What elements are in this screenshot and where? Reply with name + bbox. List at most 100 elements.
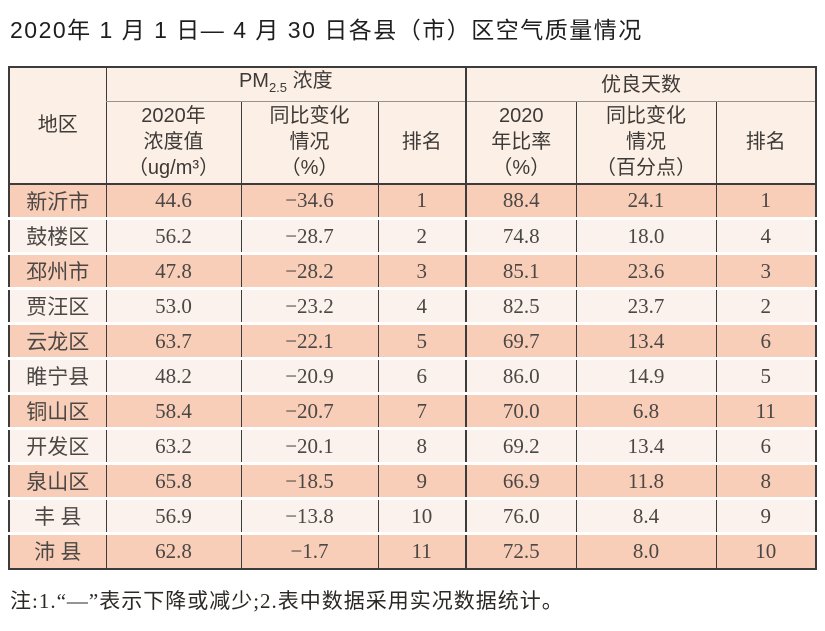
cell-pm-rank: 6	[377, 357, 467, 394]
cell-days-change: 11.8	[575, 462, 717, 499]
cell-pm-change: −18.5	[240, 462, 378, 499]
cell-days-rank: 9	[715, 497, 817, 534]
cell-days-change: 8.0	[575, 532, 717, 569]
column-header-region: 地区	[9, 67, 106, 185]
column-header-pm-change: 同比变化 情况 （%）	[240, 101, 378, 185]
cell-days-ratio: 82.5	[465, 287, 577, 324]
cell-days-rank: 3	[715, 252, 817, 289]
cell-pm-change: −20.7	[240, 392, 378, 429]
cell-region: 沛 县	[9, 532, 106, 569]
column-header-days-change: 同比变化 情况 （百分点）	[575, 101, 717, 185]
cell-days-ratio: 76.0	[465, 497, 577, 534]
cell-pm-change: −23.2	[240, 287, 378, 324]
cell-days-change: 23.7	[575, 287, 717, 324]
cell-days-change: 8.4	[575, 497, 717, 534]
cell-pm-value: 47.8	[105, 252, 241, 289]
cell-days-ratio: 69.2	[465, 427, 577, 464]
table-row: 泉山区 65.8 −18.5 9 66.9 11.8 8	[9, 462, 817, 499]
cell-pm-rank: 2	[377, 217, 467, 254]
cell-pm-value: 44.6	[105, 183, 241, 219]
cell-days-change: 14.9	[575, 357, 717, 394]
cell-pm-value: 48.2	[105, 357, 241, 394]
table-row: 开发区 63.2 −20.1 8 69.2 13.4 6	[9, 427, 817, 464]
cell-pm-change: −1.7	[240, 532, 378, 569]
cell-pm-value: 56.2	[105, 217, 241, 254]
group-header-pm25: PM2.5 浓度	[105, 67, 467, 102]
cell-days-ratio: 86.0	[465, 357, 577, 394]
cell-days-ratio: 72.5	[465, 532, 577, 569]
cell-days-ratio: 66.9	[465, 462, 577, 499]
cell-days-rank: 1	[715, 183, 817, 219]
cell-region: 丰 县	[9, 497, 106, 534]
cell-pm-value: 58.4	[105, 392, 241, 429]
table-row: 丰 县 56.9 −13.8 10 76.0 8.4 9	[9, 497, 817, 534]
cell-pm-rank: 11	[377, 532, 467, 569]
table-row: 云龙区 63.7 −22.1 5 69.7 13.4 6	[9, 322, 817, 359]
cell-days-ratio: 88.4	[465, 183, 577, 219]
cell-pm-rank: 1	[377, 183, 467, 219]
cell-pm-change: −28.7	[240, 217, 378, 254]
column-header-days-rank: 排名	[715, 101, 817, 185]
cell-pm-value: 63.7	[105, 322, 241, 359]
cell-region: 睢宁县	[9, 357, 106, 394]
table-row: 新沂市 44.6 −34.6 1 88.4 24.1 1	[9, 183, 817, 219]
cell-pm-value: 63.2	[105, 427, 241, 464]
cell-region: 鼓楼区	[9, 217, 106, 254]
cell-days-change: 13.4	[575, 322, 717, 359]
cell-days-rank: 11	[715, 392, 817, 429]
table-row: 铜山区 58.4 −20.7 7 70.0 6.8 11	[9, 392, 817, 429]
cell-pm-change: −28.2	[240, 252, 378, 289]
cell-days-rank: 8	[715, 462, 817, 499]
cell-region: 云龙区	[9, 322, 106, 359]
cell-days-ratio: 69.7	[465, 322, 577, 359]
cell-region: 贾汪区	[9, 287, 106, 324]
cell-days-rank: 5	[715, 357, 817, 394]
cell-region: 铜山区	[9, 392, 106, 429]
cell-days-change: 6.8	[575, 392, 717, 429]
column-header-days-ratio: 2020 年比率 （%）	[465, 101, 577, 185]
cell-days-rank: 10	[715, 532, 817, 569]
cell-days-rank: 4	[715, 217, 817, 254]
column-header-pm-rank: 排名	[377, 101, 467, 185]
cell-days-change: 23.6	[575, 252, 717, 289]
column-header-pm-value: 2020年 浓度值 （ug/m³）	[105, 101, 241, 185]
cell-pm-change: −34.6	[240, 183, 378, 219]
cell-days-ratio: 74.8	[465, 217, 577, 254]
cell-pm-change: −22.1	[240, 322, 378, 359]
pm25-subscript: 2.5	[268, 80, 288, 95]
cell-pm-value: 62.8	[105, 532, 241, 569]
cell-days-rank: 6	[715, 322, 817, 359]
cell-days-ratio: 70.0	[465, 392, 577, 429]
cell-days-rank: 6	[715, 427, 817, 464]
footnote: 注:1.“—”表示下降或减少;2.表中数据采用实况数据统计。	[10, 588, 564, 613]
table-body: 新沂市 44.6 −34.6 1 88.4 24.1 1 鼓楼区 56.2 −2…	[9, 183, 817, 569]
cell-days-change: 13.4	[575, 427, 717, 464]
cell-pm-rank: 9	[377, 462, 467, 499]
cell-days-rank: 2	[715, 287, 817, 324]
cell-pm-rank: 4	[377, 287, 467, 324]
table-header: 地区 PM2.5 浓度 优良天数 2020年 浓度值 （ug/m³） 同比变化 …	[9, 67, 817, 185]
cell-pm-rank: 3	[377, 252, 467, 289]
cell-pm-change: −20.1	[240, 427, 378, 464]
cell-region: 开发区	[9, 427, 106, 464]
cell-region: 泉山区	[9, 462, 106, 499]
cell-region: 新沂市	[9, 183, 106, 219]
cell-pm-change: −13.8	[240, 497, 378, 534]
air-quality-table: 地区 PM2.5 浓度 优良天数 2020年 浓度值 （ug/m³） 同比变化 …	[8, 66, 818, 570]
cell-pm-rank: 10	[377, 497, 467, 534]
table-row: 沛 县 62.8 −1.7 11 72.5 8.0 10	[9, 532, 817, 569]
page-title: 2020年 1 月 1 日— 4 月 30 日各县（市）区空气质量情况	[10, 17, 643, 43]
cell-pm-rank: 8	[377, 427, 467, 464]
cell-pm-rank: 7	[377, 392, 467, 429]
table-row: 睢宁县 48.2 −20.9 6 86.0 14.9 5	[9, 357, 817, 394]
pm25-suffix: 浓度	[287, 70, 333, 92]
cell-region: 邳州市	[9, 252, 106, 289]
table-row: 贾汪区 53.0 −23.2 4 82.5 23.7 2	[9, 287, 817, 324]
cell-pm-rank: 5	[377, 322, 467, 359]
cell-days-change: 18.0	[575, 217, 717, 254]
cell-pm-value: 56.9	[105, 497, 241, 534]
cell-days-ratio: 85.1	[465, 252, 577, 289]
pm25-prefix: PM	[238, 70, 269, 92]
cell-pm-value: 65.8	[105, 462, 241, 499]
cell-days-change: 24.1	[575, 183, 717, 219]
